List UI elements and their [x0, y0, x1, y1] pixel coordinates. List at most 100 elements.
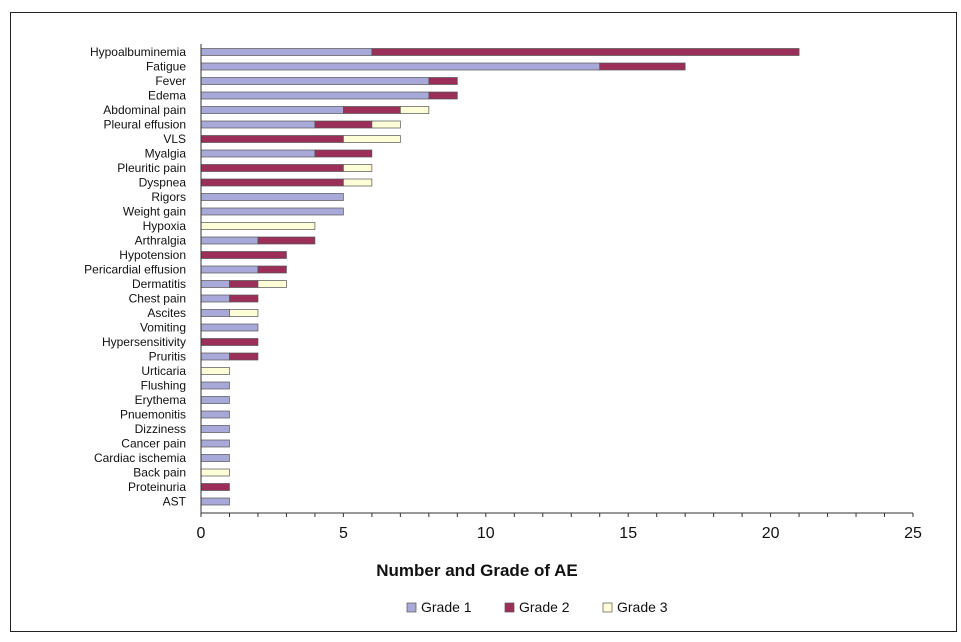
- legend-label: Grade 2: [519, 599, 570, 615]
- legend-swatch-grade-2: [504, 602, 515, 613]
- bar-segment-grade-2: [229, 280, 259, 288]
- bars-group: [200, 48, 800, 506]
- bar-segment-grade-2: [200, 251, 287, 259]
- bar-segment-grade-1: [200, 425, 230, 433]
- legend-swatch-grade-3: [602, 602, 613, 613]
- bar-segment-grade-1: [200, 62, 601, 71]
- bar-segment-grade-2: [200, 483, 230, 491]
- legend: Grade 1 Grade 2 Grade 3: [406, 599, 668, 615]
- category-label: AST: [163, 495, 187, 509]
- bar-segment-grade-1: [200, 280, 230, 288]
- bar-segment-grade-3: [200, 222, 316, 230]
- bar-segment-grade-1: [200, 193, 344, 201]
- category-labels: HypoalbuminemiaFatigueFeverEdemaAbdomina…: [84, 45, 187, 509]
- category-label: Dyspnea: [139, 176, 187, 190]
- bar-segment-grade-3: [343, 135, 401, 143]
- bar-segment-grade-1: [200, 410, 230, 419]
- category-label: Pnuemonitis: [120, 408, 186, 422]
- x-tick-label: 15: [619, 525, 637, 542]
- category-label: Fatigue: [146, 60, 186, 74]
- bar-segment-grade-2: [229, 352, 259, 361]
- category-label: Dermatitis: [132, 277, 186, 291]
- bar-segment-grade-1: [200, 149, 316, 158]
- category-label: Hypotension: [119, 248, 186, 262]
- bar-segment-grade-2: [200, 178, 344, 187]
- category-label: Proteinuria: [128, 480, 186, 494]
- bar-segment-grade-3: [200, 468, 230, 477]
- x-tick-label: 10: [477, 525, 495, 542]
- bar-segment-grade-2: [343, 106, 401, 114]
- bar-segment-grade-3: [371, 120, 401, 129]
- category-label: VLS: [163, 132, 186, 146]
- bar-segment-grade-1: [200, 309, 230, 317]
- legend-label: Grade 1: [421, 599, 472, 615]
- x-tick-label: 5: [339, 525, 348, 542]
- bar-segment-grade-2: [428, 91, 458, 100]
- bar-segment-grade-2: [371, 48, 800, 56]
- bar-segment-grade-3: [343, 164, 373, 172]
- x-tick-label: 0: [197, 525, 206, 542]
- category-label: Hypoxia: [143, 219, 187, 233]
- category-label: Hypersensitivity: [102, 335, 186, 349]
- category-label: Vomiting: [140, 321, 186, 335]
- bar-segment-grade-1: [200, 120, 316, 129]
- legend-label: Grade 3: [617, 599, 668, 615]
- category-label: Myalgia: [145, 147, 187, 161]
- chart-frame: Hypoalbuminemia Fatigue Fever Edema Abdomina…: [10, 12, 957, 632]
- bar-segment-grade-2: [314, 120, 373, 129]
- bar-segment-grade-1: [200, 48, 373, 56]
- category-label: Weight gain: [123, 205, 186, 219]
- bar-segment-grade-1: [200, 294, 230, 303]
- bar-segment-grade-1: [200, 207, 344, 216]
- bar-segment-grade-1: [200, 323, 259, 332]
- bar-segment-grade-1: [200, 439, 230, 448]
- category-label: Chest pain: [129, 292, 186, 306]
- bar-segment-grade-3: [200, 367, 230, 375]
- bar-segment-grade-2: [200, 338, 259, 346]
- bar-segment-grade-3: [257, 280, 287, 288]
- bar-segment-grade-2: [229, 294, 259, 303]
- category-label: Hypoalbuminemia: [90, 45, 186, 59]
- bar-segment-grade-1: [200, 352, 230, 361]
- x-tick-label: 20: [762, 525, 780, 542]
- bar-segment-grade-1: [200, 265, 259, 274]
- legend-swatch-grade-1: [406, 602, 417, 613]
- x-tick-label: 25: [904, 525, 922, 542]
- category-label: Erythema: [135, 393, 187, 407]
- category-label: Fever: [155, 74, 186, 88]
- category-label: Rigors: [151, 190, 186, 204]
- bar-segment-grade-2: [200, 135, 344, 143]
- category-label: Edema: [148, 89, 186, 103]
- bar-segment-grade-1: [200, 77, 430, 85]
- category-label: Arthralgia: [135, 234, 187, 248]
- category-label: Pericardial effusion: [84, 263, 186, 277]
- category-label: Flushing: [141, 379, 186, 393]
- bar-segment-grade-1: [200, 106, 344, 114]
- bar-segment-grade-1: [200, 91, 430, 100]
- bar-segment-grade-2: [599, 62, 686, 71]
- category-label: Cancer pain: [121, 437, 186, 451]
- bar-segment-grade-3: [229, 309, 259, 317]
- bar-segment-grade-1: [200, 236, 259, 245]
- x-axis-title: Number and Grade of AE: [376, 561, 578, 580]
- bar-segment-grade-1: [200, 497, 230, 506]
- category-label: Pleural effusion: [104, 118, 187, 132]
- category-label: Abdominal pain: [103, 103, 186, 117]
- bar-segment-grade-2: [200, 164, 344, 172]
- category-label: Ascites: [147, 306, 186, 320]
- bar-segment-grade-2: [314, 149, 373, 158]
- bar-segment-grade-3: [400, 106, 430, 114]
- category-label: Back pain: [133, 466, 186, 480]
- category-label: Pruritis: [149, 350, 186, 364]
- x-axis: 0 5 10 15 20 25: [197, 44, 922, 542]
- stacked-bar-chart: HypoalbuminemiaFatigueFeverEdemaAbdomina…: [84, 44, 922, 615]
- bar-segment-grade-1: [200, 396, 230, 404]
- category-label: Pleuritic pain: [117, 161, 186, 175]
- category-label: Urticaria: [141, 364, 186, 378]
- bar-segment-grade-3: [343, 178, 373, 187]
- bar-segment-grade-1: [200, 454, 230, 462]
- category-label: Cardiac ischemia: [94, 451, 186, 465]
- bar-segment-grade-2: [428, 77, 458, 85]
- bar-segment-grade-2: [257, 236, 316, 245]
- bar-segment-grade-2: [257, 265, 287, 274]
